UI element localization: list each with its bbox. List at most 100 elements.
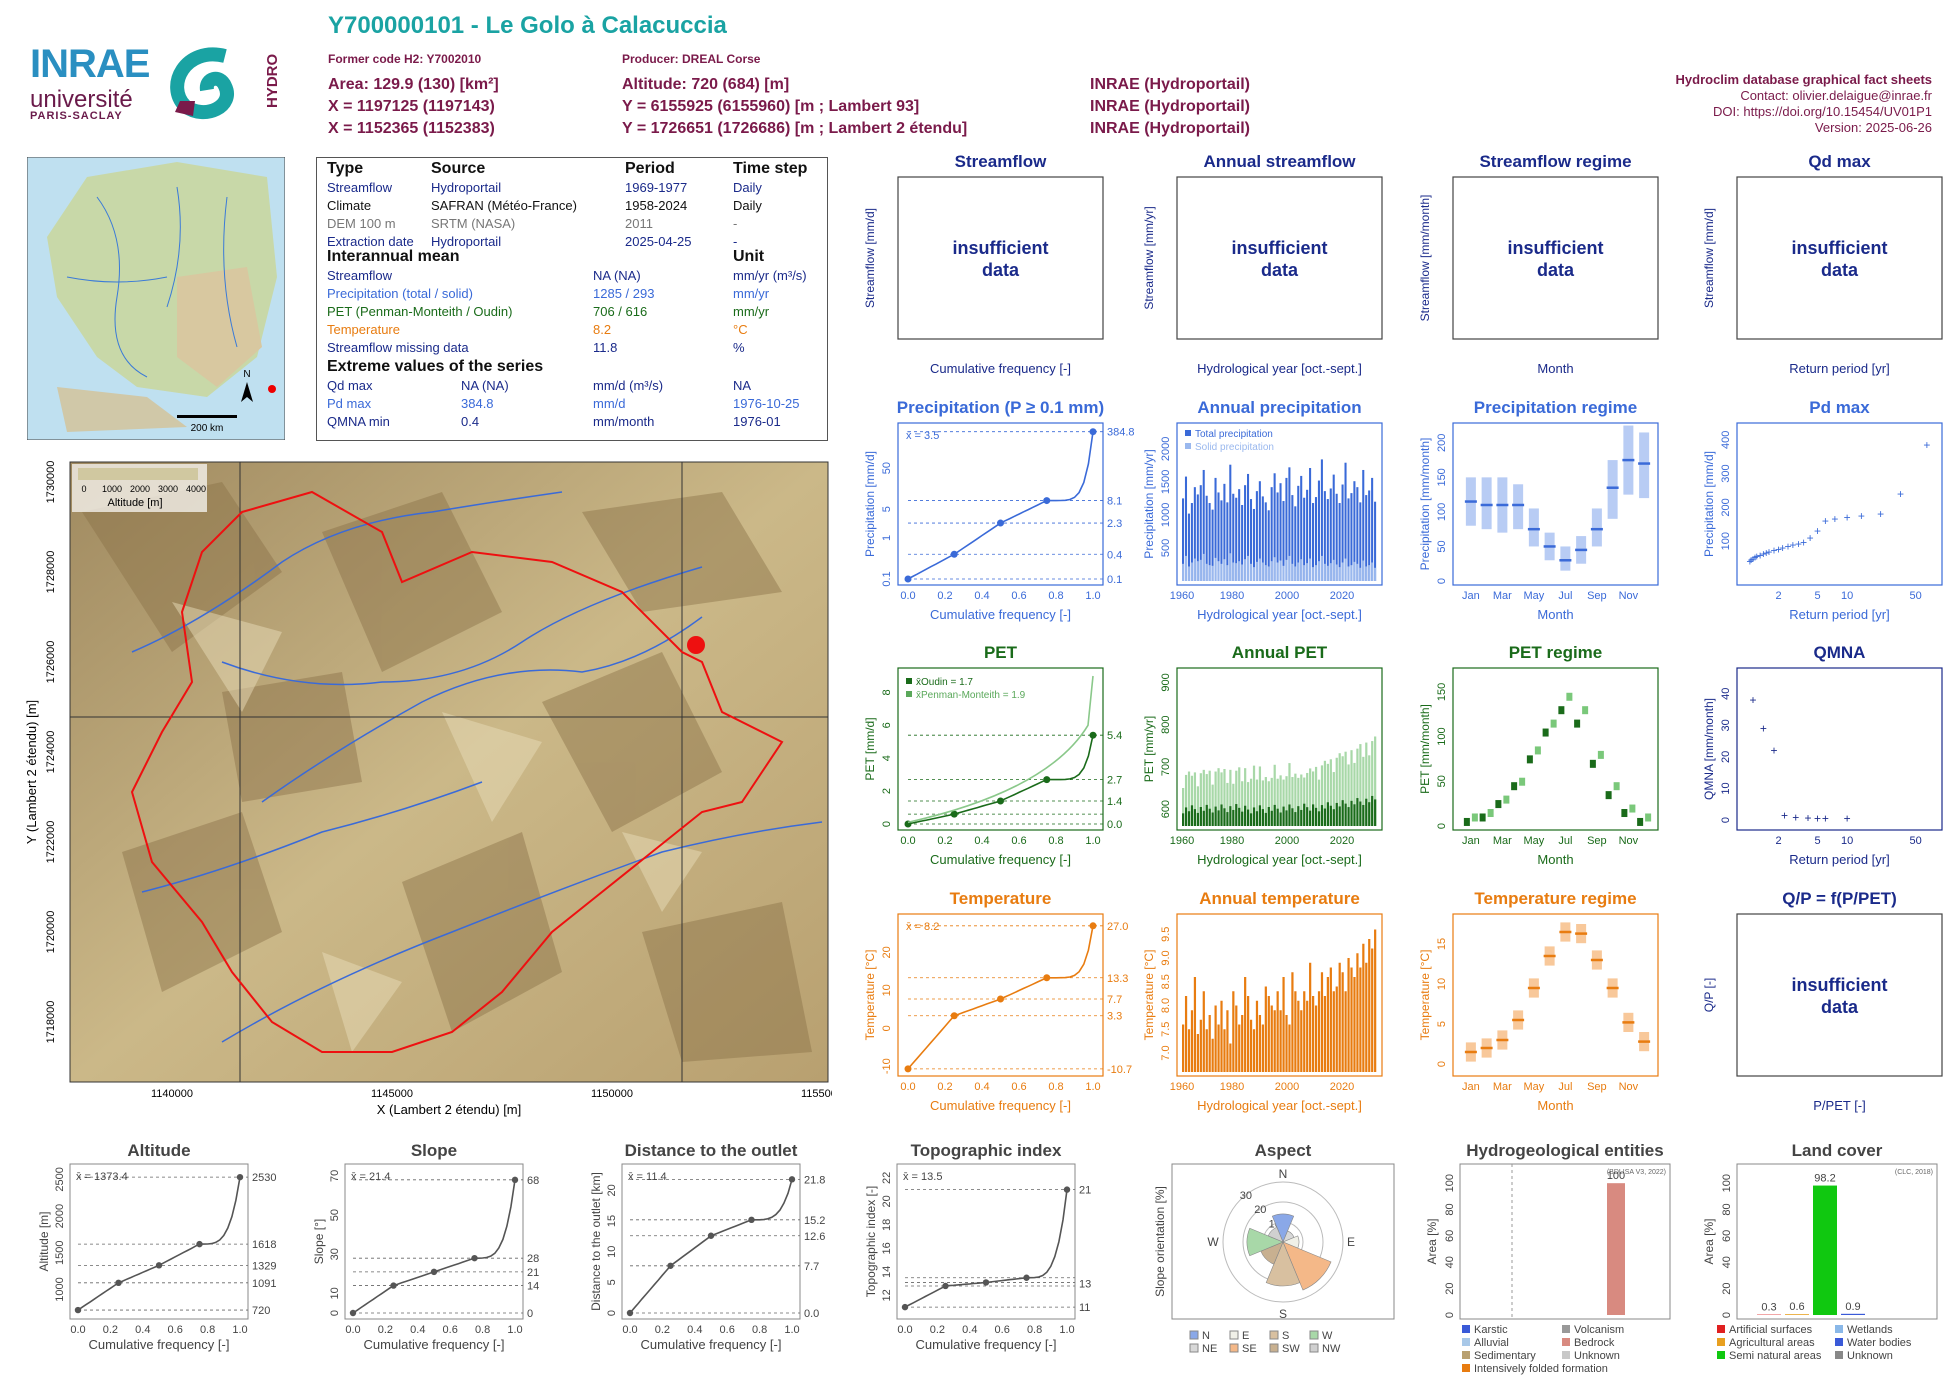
y-tick: 20 — [1720, 751, 1732, 763]
cdf-point — [950, 550, 958, 558]
pet-bar-oudin — [1309, 810, 1312, 826]
y-tick: 2 — [881, 788, 893, 794]
info-step: - — [733, 234, 738, 249]
y-tick: 1500 — [1160, 470, 1172, 494]
solid-precip-bar — [1365, 566, 1368, 581]
contact: Contact: olivier.delaigue@inrae.fr — [1740, 88, 1932, 103]
cdf-point — [196, 1240, 203, 1248]
inter-value: NA (NA) — [593, 268, 641, 283]
extreme-date: 1976-10-25 — [733, 396, 800, 411]
insufficient-label: insufficient — [1231, 238, 1327, 258]
solid-precip-bar — [1312, 567, 1315, 581]
temp-bar — [1261, 1024, 1264, 1072]
data-point: + — [1844, 511, 1851, 525]
temp-bar — [1356, 953, 1359, 1072]
pet-regime-pm — [1645, 813, 1652, 822]
y-tick: 50 — [1436, 540, 1448, 552]
pet-regime-pm — [1519, 777, 1526, 786]
quantile-label: 0.0 — [1107, 819, 1122, 831]
data-point: + — [1814, 524, 1821, 538]
pet-bar-pm — [1303, 777, 1306, 826]
pet-bar-oudin — [1270, 810, 1273, 826]
quantile-label: 1618 — [252, 1239, 276, 1251]
pet-bar-pm — [1326, 763, 1329, 826]
pet-bar-oudin — [1320, 805, 1324, 826]
pet-bar-pm — [1187, 771, 1191, 826]
chart-xlabel: Cumulative frequency [-] — [916, 1337, 1057, 1352]
temp-bar — [1288, 1024, 1291, 1072]
precip-bar — [1362, 469, 1365, 581]
solid-precip-bar — [1238, 561, 1241, 581]
pet-bar-oudin — [1350, 800, 1353, 826]
inter-value: 8.2 — [593, 322, 612, 337]
x-tick: 0.6 — [168, 1324, 183, 1336]
chart-frame — [344, 1163, 524, 1320]
pet-bar-pm — [1317, 779, 1321, 826]
cdf-point — [901, 1303, 909, 1311]
extreme-label: Qd max — [327, 378, 373, 393]
chart-ylabel: Precipitation [mm/d] — [863, 451, 877, 557]
quantile-label: 384.8 — [1107, 427, 1135, 439]
pet-bar-oudin — [1193, 809, 1197, 826]
pet-bar-pm — [1229, 769, 1232, 826]
pet-bar-pm — [1320, 765, 1324, 826]
temp-bar — [1258, 1015, 1262, 1072]
cdf-point — [1023, 1274, 1030, 1281]
chart-xlabel: Month — [1537, 852, 1573, 867]
temp-bar — [1362, 943, 1365, 1072]
db-title: Hydroclim database graphical fact sheets — [1675, 72, 1932, 87]
x-tick: 0.4 — [687, 1324, 702, 1336]
insufficient-label: data — [982, 260, 1020, 280]
precip-bar — [1276, 492, 1279, 581]
cdf-point — [1043, 497, 1051, 505]
chart-title: Distance to the outlet — [625, 1141, 798, 1160]
pet-bar-oudin — [1279, 812, 1282, 826]
pet-bar-oudin — [1306, 807, 1309, 826]
x-tick: 2000 — [1275, 1081, 1299, 1093]
chart-ylabel: Precipitation [mm/yr] — [1142, 449, 1156, 558]
pet-bar-pm — [1344, 751, 1347, 826]
pet-bar-oudin — [1229, 806, 1232, 826]
solid-precip-bar — [1276, 562, 1279, 581]
cdf-point — [471, 1254, 478, 1262]
precip-bar — [1199, 485, 1202, 581]
x-tick: 2020 — [1330, 1081, 1354, 1093]
solid-precip-bar — [1279, 560, 1282, 581]
pet-bar-pm — [1371, 741, 1374, 826]
pet-bar-pm — [1235, 770, 1238, 826]
area: Area: 129.9 (130) [km²] — [328, 76, 499, 93]
altitude-legend-tick: 2000 — [130, 484, 150, 494]
inter-label: PET (Penman-Monteith / Oudin) — [327, 304, 513, 319]
chart-frame — [1736, 422, 1943, 586]
x-tick: 0.6 — [1011, 1081, 1026, 1093]
y-tick: 40 — [1444, 1256, 1456, 1268]
precip-bar — [1238, 489, 1241, 581]
precip-bar — [1309, 467, 1312, 581]
quantile-label: 21.8 — [804, 1174, 825, 1186]
temp-bar — [1309, 962, 1312, 1072]
data-point: + — [1807, 531, 1814, 545]
mean-label: x̄ = 13.5 — [903, 1171, 942, 1183]
temp-bar — [1273, 1010, 1276, 1072]
temp-bar — [1294, 991, 1297, 1072]
hydrogeo-legend: Intensively folded formation — [1474, 1363, 1608, 1375]
temp-bar — [1285, 1015, 1288, 1072]
temp-bar — [1232, 991, 1235, 1072]
pet-bar-oudin — [1317, 811, 1321, 826]
legend-entry: Solid precipitation — [1195, 442, 1274, 453]
precip-bar — [1291, 495, 1294, 581]
temp-bar — [1332, 991, 1335, 1072]
inter-value: 706 / 616 — [593, 304, 648, 319]
map-ytick: 1728000 — [45, 551, 57, 594]
x-tick: 0.8 — [752, 1324, 767, 1336]
chart-frame — [69, 1163, 249, 1320]
pet-bar-oudin — [1255, 811, 1259, 826]
chart-ylabel: Slope [°] — [312, 1219, 326, 1265]
x-tick: 0.4 — [974, 1081, 989, 1093]
solid-precip-bar — [1220, 563, 1223, 581]
y-tick: 150 — [1436, 683, 1448, 701]
y-tick: 800 — [1160, 715, 1172, 733]
temp-bar — [1247, 996, 1250, 1072]
chart-frame — [1452, 667, 1659, 831]
temp-bar — [1371, 948, 1374, 1072]
